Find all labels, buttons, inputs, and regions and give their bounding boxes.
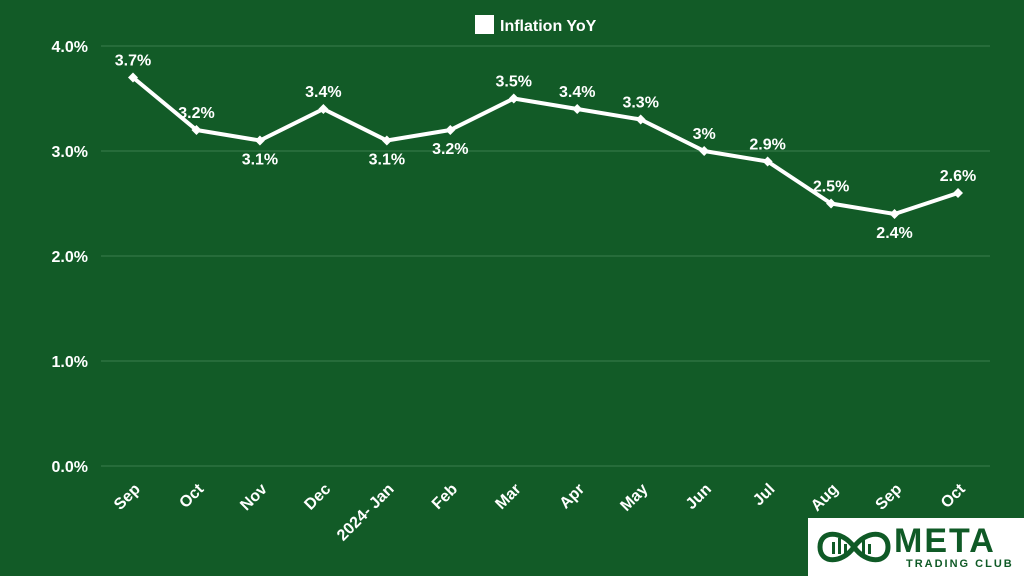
logo-wordmark: META	[894, 522, 996, 560]
data-label: 2.9%	[749, 137, 785, 154]
data-label: 3.5%	[496, 74, 532, 91]
data-point	[762, 156, 773, 167]
legend-label: Inflation YoY	[500, 18, 597, 35]
x-tick-label: 2024- Jan	[334, 481, 398, 545]
grid-lines	[101, 45, 990, 467]
data-label: 2.5%	[813, 179, 849, 196]
y-tick-label: 1.0%	[52, 354, 88, 371]
data-point	[953, 188, 963, 198]
x-tick-label: Jun	[683, 481, 715, 513]
y-axis-tick-labels: 0.0% 1.0% 2.0% 3.0% 4.0%	[52, 39, 88, 476]
data-point	[508, 93, 519, 104]
x-tick-label: Sep	[111, 481, 144, 514]
data-point	[318, 104, 329, 114]
brand-logo: META TRADING CLUB	[808, 518, 1024, 576]
x-tick-label: Nov	[237, 481, 270, 514]
data-point	[826, 198, 837, 209]
x-tick-label: Apr	[557, 481, 589, 513]
data-label: 3.4%	[305, 84, 341, 101]
data-label: 3.4%	[559, 84, 595, 101]
logo-tagline: TRADING CLUB	[906, 558, 1014, 570]
data-label: 3.1%	[242, 152, 278, 169]
data-point	[572, 104, 583, 114]
data-point	[128, 72, 138, 83]
data-label: 3.3%	[622, 95, 658, 112]
legend-swatch	[475, 15, 494, 34]
x-tick-label: Mar	[492, 481, 524, 513]
data-label: 2.6%	[940, 168, 976, 185]
legend: Inflation YoY	[475, 15, 597, 35]
x-tick-label: Dec	[301, 481, 334, 514]
data-point	[381, 135, 392, 146]
x-tick-label: Jul	[750, 481, 778, 509]
series-line-group	[131, 75, 959, 216]
infinity-chart-icon	[817, 531, 891, 563]
data-point	[889, 209, 900, 219]
data-label: 3.2%	[432, 141, 468, 158]
y-tick-label: 0.0%	[52, 459, 88, 476]
x-tick-label: May	[617, 481, 651, 515]
x-tick-label: Oct	[938, 480, 969, 511]
y-tick-label: 3.0%	[52, 144, 88, 161]
x-tick-label: Sep	[873, 481, 906, 514]
data-point	[445, 125, 456, 135]
y-tick-label: 4.0%	[52, 39, 88, 56]
x-tick-label: Aug	[808, 481, 842, 515]
data-point	[699, 146, 710, 156]
x-tick-label: Oct	[176, 480, 207, 511]
data-label: 2.4%	[876, 225, 912, 242]
x-tick-label: Feb	[429, 481, 461, 513]
data-point	[254, 135, 265, 146]
data-point	[635, 114, 646, 125]
data-point	[191, 125, 202, 135]
data-points	[128, 72, 963, 219]
y-tick-label: 2.0%	[52, 249, 88, 266]
data-label: 3%	[693, 126, 716, 143]
series-line	[131, 75, 959, 216]
data-label: 3.7%	[115, 53, 151, 70]
data-label: 3.2%	[178, 105, 214, 122]
data-labels: 3.7% 3.2% 3.1% 3.4% 3.1% 3.2% 3.5% 3.4% 3.3% 3% 2.…	[115, 53, 976, 243]
data-label: 3.1%	[369, 152, 405, 169]
